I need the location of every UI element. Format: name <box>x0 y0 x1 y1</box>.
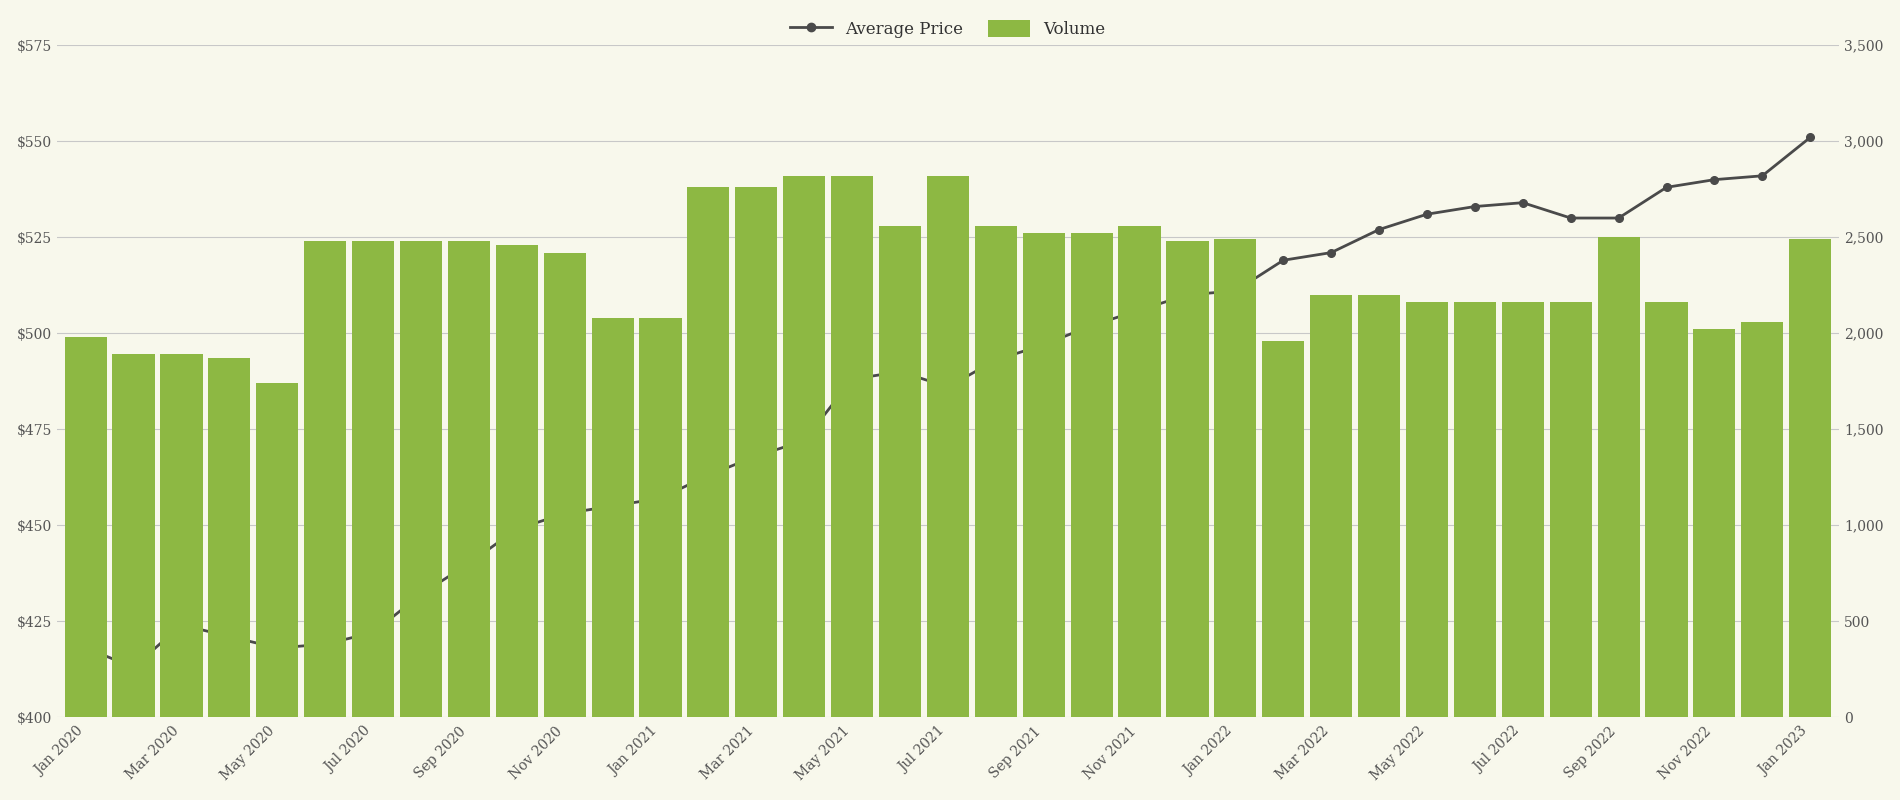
Bar <box>1167 241 1208 717</box>
Bar <box>65 337 106 717</box>
Bar <box>1454 302 1495 717</box>
Bar <box>352 241 393 717</box>
Bar <box>209 358 251 717</box>
Bar <box>1645 302 1687 717</box>
Bar <box>1119 226 1161 717</box>
Bar <box>640 318 682 717</box>
Bar <box>1214 239 1256 717</box>
Bar <box>783 176 825 717</box>
Bar <box>830 176 874 717</box>
Bar <box>735 187 777 717</box>
Bar <box>1790 239 1832 717</box>
Bar <box>304 241 346 717</box>
Bar <box>399 241 443 717</box>
Bar <box>1406 302 1448 717</box>
Bar <box>1022 234 1064 717</box>
Bar <box>1501 302 1545 717</box>
Bar <box>1598 238 1640 717</box>
Bar <box>880 226 922 717</box>
Bar <box>1693 330 1735 717</box>
Bar <box>1311 295 1353 717</box>
Legend: Average Price, Volume: Average Price, Volume <box>783 14 1112 45</box>
Bar <box>112 354 154 717</box>
Bar <box>1740 322 1784 717</box>
Bar <box>927 176 969 717</box>
Bar <box>160 354 203 717</box>
Bar <box>688 187 730 717</box>
Bar <box>448 241 490 717</box>
Bar <box>1070 234 1113 717</box>
Bar <box>1262 341 1305 717</box>
Bar <box>1550 302 1592 717</box>
Bar <box>591 318 635 717</box>
Bar <box>975 226 1017 717</box>
Bar <box>256 383 298 717</box>
Bar <box>496 245 538 717</box>
Bar <box>1358 295 1400 717</box>
Bar <box>543 253 585 717</box>
